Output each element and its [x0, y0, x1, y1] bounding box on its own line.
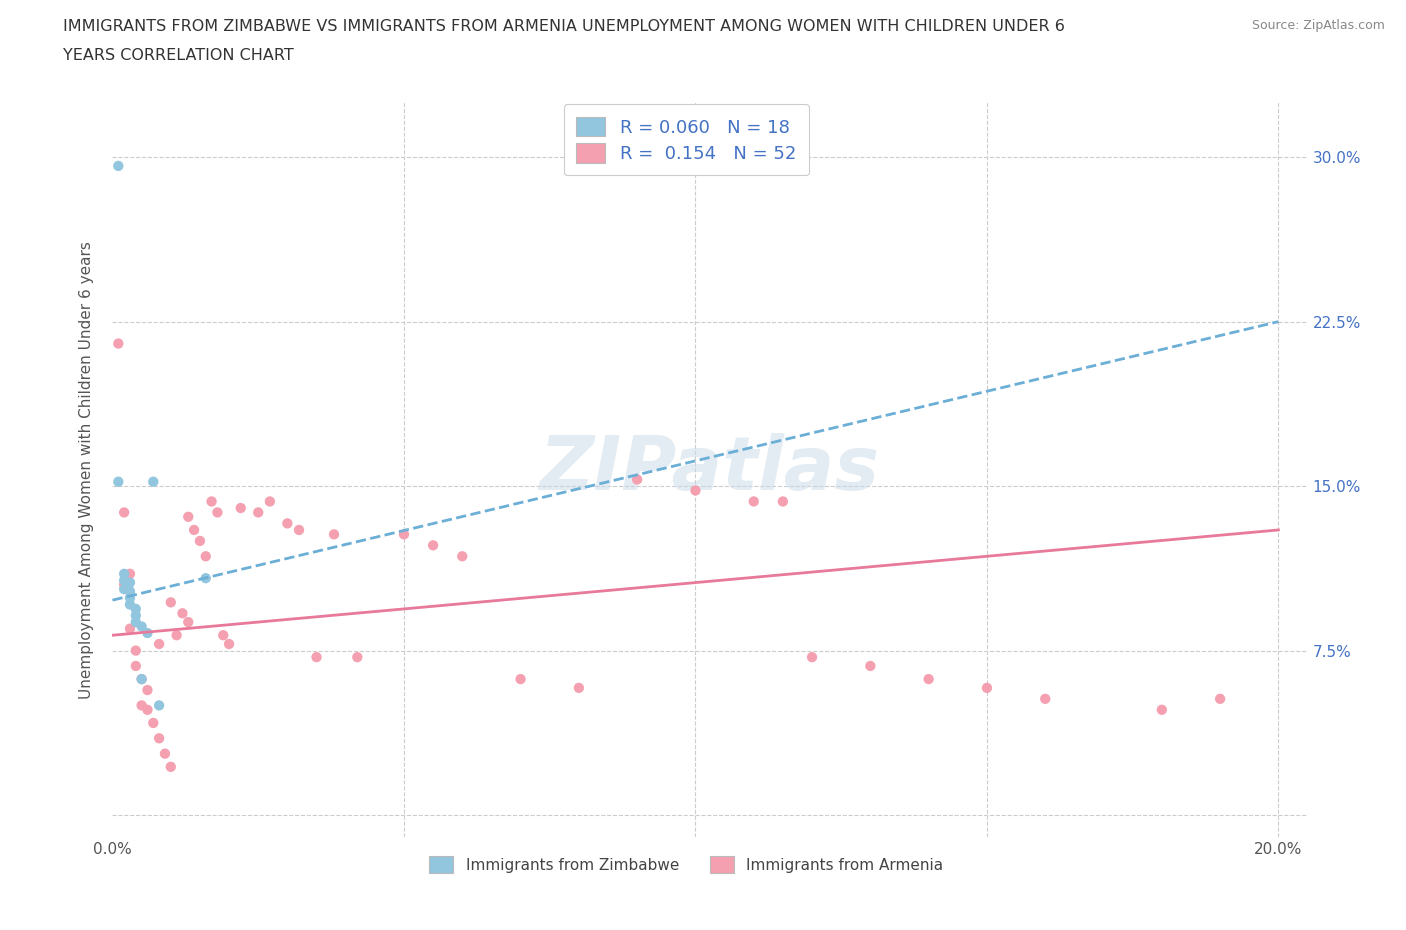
Text: IMMIGRANTS FROM ZIMBABWE VS IMMIGRANTS FROM ARMENIA UNEMPLOYMENT AMONG WOMEN WIT: IMMIGRANTS FROM ZIMBABWE VS IMMIGRANTS F… [63, 19, 1066, 33]
Point [125, 615, 148, 630]
Point [207, 505, 229, 520]
Point [136, 683, 159, 698]
Point [112, 582, 135, 597]
Point [112, 578, 135, 592]
Point [166, 628, 188, 643]
Point [131, 671, 153, 686]
Point [148, 731, 170, 746]
Point [229, 500, 252, 515]
Point [194, 571, 217, 586]
Point [107, 474, 129, 489]
Point [772, 494, 794, 509]
Point [392, 527, 415, 542]
Point [859, 658, 882, 673]
Point [142, 715, 165, 730]
Point [346, 650, 368, 665]
Point [801, 650, 824, 665]
Text: Source: ZipAtlas.com: Source: ZipAtlas.com [1251, 19, 1385, 32]
Point [125, 608, 148, 623]
Point [118, 584, 141, 599]
Point [1033, 691, 1056, 706]
Point [136, 626, 159, 641]
Point [125, 602, 148, 617]
Point [131, 619, 153, 634]
Point [212, 628, 235, 643]
Point [118, 591, 141, 605]
Point [276, 516, 298, 531]
Point [177, 510, 200, 525]
Point [422, 538, 444, 552]
Point [685, 483, 707, 498]
Text: ZIPatlas: ZIPatlas [540, 433, 880, 506]
Point [1150, 702, 1173, 717]
Point [177, 615, 200, 630]
Point [976, 681, 998, 696]
Point [125, 644, 148, 658]
Point [742, 494, 765, 509]
Point [509, 671, 531, 686]
Point [451, 549, 474, 564]
Point [142, 474, 165, 489]
Y-axis label: Unemployment Among Women with Children Under 6 years: Unemployment Among Women with Children U… [79, 241, 94, 698]
Point [148, 698, 170, 713]
Point [148, 636, 170, 651]
Point [305, 650, 328, 665]
Point [153, 746, 176, 761]
Point [218, 636, 240, 651]
Point [1209, 691, 1232, 706]
Legend: Immigrants from Zimbabwe, Immigrants from Armenia: Immigrants from Zimbabwe, Immigrants fro… [422, 849, 950, 881]
Point [107, 158, 129, 173]
Point [247, 505, 270, 520]
Point [626, 472, 648, 487]
Point [118, 566, 141, 581]
Point [259, 494, 281, 509]
Text: YEARS CORRELATION CHART: YEARS CORRELATION CHART [63, 48, 294, 63]
Point [131, 671, 153, 686]
Point [288, 523, 311, 538]
Point [200, 494, 222, 509]
Point [131, 698, 153, 713]
Point [118, 575, 141, 590]
Point [118, 597, 141, 612]
Point [107, 336, 129, 351]
Point [118, 621, 141, 636]
Point [159, 595, 181, 610]
Point [568, 681, 591, 696]
Point [125, 658, 148, 673]
Point [172, 605, 194, 620]
Point [112, 573, 135, 588]
Point [917, 671, 939, 686]
Point [159, 760, 181, 775]
Point [136, 702, 159, 717]
Point [112, 566, 135, 581]
Point [183, 523, 205, 538]
Point [112, 505, 135, 520]
Point [194, 549, 217, 564]
Point [188, 534, 211, 549]
Point [323, 527, 346, 542]
